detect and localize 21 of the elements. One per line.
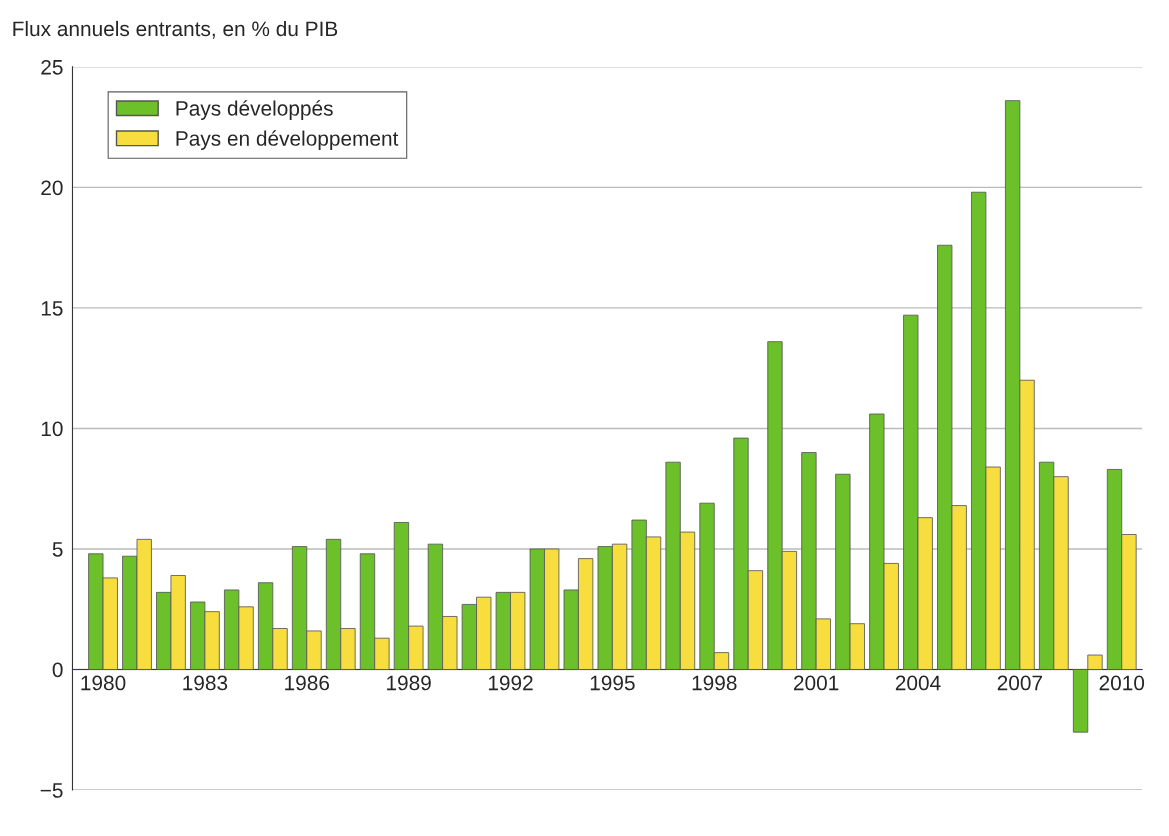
- legend-label: Pays développés: [176, 100, 333, 120]
- x-tick-label: 2001: [794, 675, 839, 691]
- y-tick-label: 25: [41, 59, 63, 75]
- x-tick-label: 1992: [488, 675, 533, 691]
- x-tick-label: 1998: [692, 675, 737, 691]
- x-tick-label: 1989: [387, 675, 431, 691]
- y-tick-label: 20: [41, 180, 63, 196]
- x-tick-label: 1983: [183, 675, 228, 691]
- y-tick-label: 5: [52, 542, 63, 557]
- x-tick-label: 2004: [895, 675, 941, 691]
- y-tick-label: −5: [40, 783, 63, 798]
- y-tick-label: 15: [41, 301, 63, 316]
- y-tick-label: 0: [52, 662, 63, 678]
- x-tick-label: 1995: [590, 675, 635, 691]
- x-tick-label: 1986: [285, 675, 330, 691]
- y-axis-title: Flux annuels entrants, en % du PIB: [13, 20, 338, 39]
- x-tick-label: 2007: [997, 675, 1042, 691]
- y-tick-label: 10: [41, 421, 63, 437]
- x-tick-label: 1980: [81, 675, 126, 691]
- x-tick-label: 2010: [1099, 675, 1145, 691]
- legend-label: Pays en développement: [176, 130, 399, 150]
